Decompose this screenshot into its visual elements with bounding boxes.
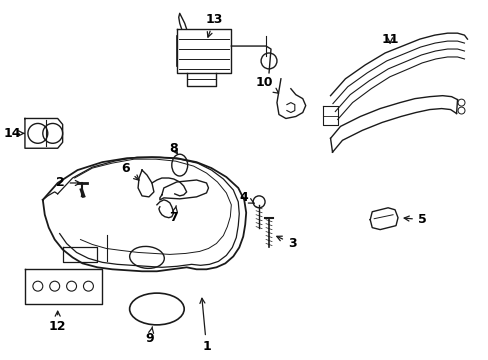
- Text: 8: 8: [169, 142, 178, 155]
- Text: 1: 1: [200, 298, 210, 353]
- Ellipse shape: [129, 246, 164, 268]
- Text: 3: 3: [276, 236, 296, 250]
- Text: 2: 2: [56, 176, 80, 189]
- Text: 11: 11: [381, 33, 398, 46]
- Text: 14: 14: [3, 127, 24, 140]
- Text: 5: 5: [404, 213, 426, 226]
- Text: 7: 7: [169, 206, 178, 224]
- Text: 12: 12: [49, 311, 66, 333]
- Text: 9: 9: [145, 327, 154, 345]
- Text: 13: 13: [205, 13, 223, 37]
- Text: 4: 4: [239, 192, 253, 204]
- Text: 6: 6: [121, 162, 139, 180]
- Text: 10: 10: [255, 76, 278, 93]
